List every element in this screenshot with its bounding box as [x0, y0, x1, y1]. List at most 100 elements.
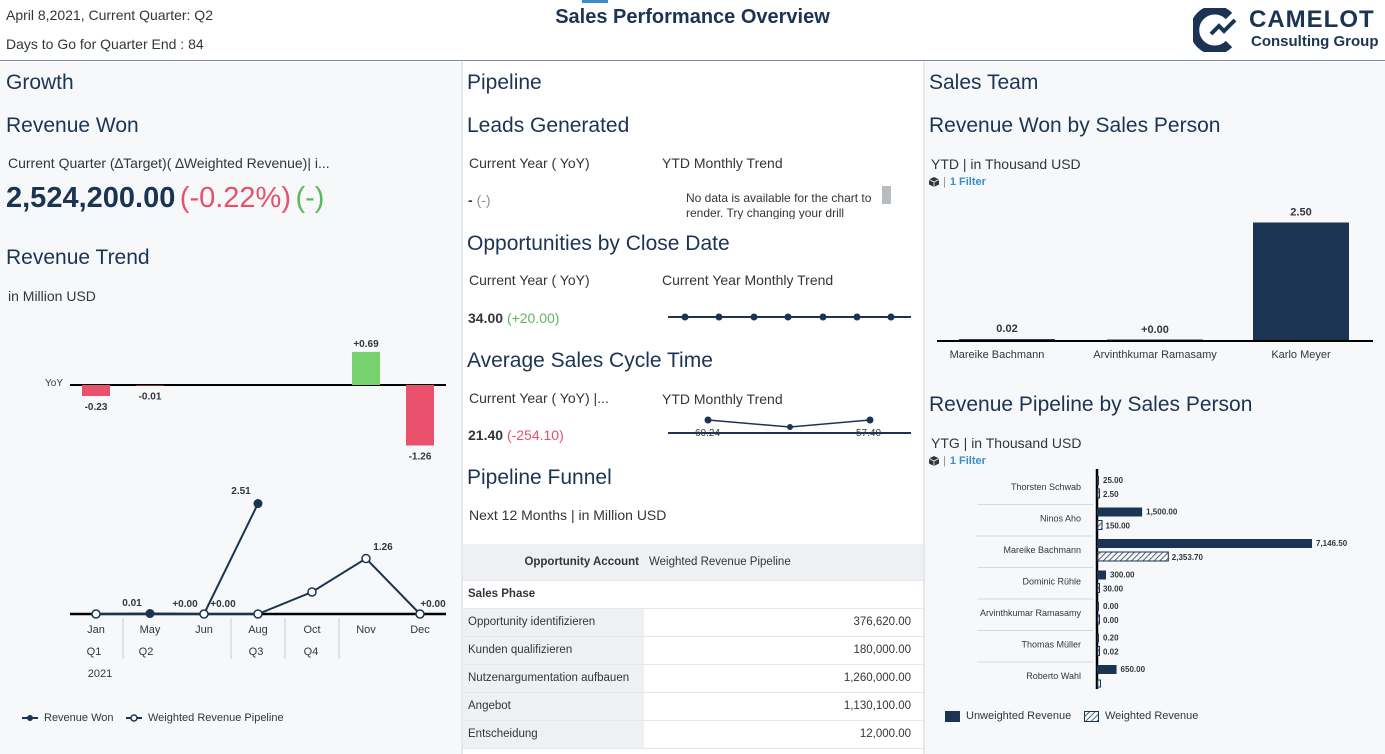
leads-kpi[interactable]: - (-) [468, 192, 491, 208]
logo-text-consulting: Consulting Group [1251, 33, 1379, 50]
unweighted-data-label: 1,500.00 [1146, 508, 1178, 517]
table-row-phase-header: Sales Phase [463, 580, 923, 609]
month-tick-label: Aug [248, 624, 268, 636]
table-cell-value: 180,000.00 [644, 636, 923, 665]
weighted-pipeline-point [361, 553, 371, 564]
won-data-label: 2.50 [1290, 207, 1311, 219]
days-to-go-text: Days to Go for Quarter End : 84 [6, 36, 204, 52]
camelot-logo-icon [1193, 8, 1237, 52]
revenue-trend-title[interactable]: Revenue Trend [6, 246, 150, 269]
month-tick-label: Oct [303, 624, 320, 636]
table-cell-value: 1,260,000.00 [644, 664, 923, 693]
legend-unweighted-revenue[interactable]: Unweighted Revenue [945, 710, 1071, 722]
pipeline-category-label: Thomas Müller [1021, 640, 1081, 650]
unweighted-bar [1097, 665, 1117, 674]
pipeline-category-label: Mareike Bachmann [1003, 545, 1081, 555]
pipeline-filter-indicator[interactable]: | 1 Filter [929, 455, 986, 467]
sales-cycle-sparkline[interactable]: 60.24 57.40 [668, 412, 913, 442]
unweighted-data-label: 25.00 [1103, 476, 1124, 485]
table-cell [644, 580, 923, 609]
quarter-tick-label: Q1 [87, 646, 102, 658]
leads-col-a: Current Year ( YoY) [469, 155, 590, 171]
yoy-data-label: -0.23 [85, 402, 108, 413]
opportunities-value: 34.00 [468, 310, 504, 326]
won-filter-indicator[interactable]: | 1 Filter [929, 176, 986, 188]
revenue-won-title[interactable]: Revenue Won [6, 114, 139, 137]
opportunities-kpi[interactable]: 34.00 (+20.00) [468, 310, 559, 326]
table-cell-value: 1,130,100.00 [644, 692, 923, 721]
yoy-axis-label: YoY [45, 378, 63, 389]
weighted-data-label: 0.00 [1103, 616, 1119, 625]
legend-label: Unweighted Revenue [966, 710, 1072, 722]
legend-label: Weighted Revenue [1105, 710, 1199, 722]
pipeline-funnel-table[interactable]: Opportunity Account Weighted Revenue Pip… [463, 544, 923, 749]
sales-cycle-col-b: YTD Monthly Trend [662, 391, 783, 407]
revenue-won-by-person-chart[interactable]: 0.02 Mareike Bachmann +0.00 Arvinthkumar Ra… [925, 197, 1385, 372]
weighted-bar [1097, 646, 1100, 656]
revenue-won-kpi[interactable]: 2,524,200.00 (-0.22%) (-) [6, 182, 324, 215]
yoy-bar [352, 351, 380, 385]
opportunities-sparkline[interactable] [668, 306, 913, 326]
weighted-bar [1097, 583, 1100, 593]
weighted-pipeline-point [415, 609, 425, 619]
revenue-won-line [95, 503, 259, 616]
opportunities-title[interactable]: Opportunities by Close Date [467, 232, 730, 255]
leads-generated-title[interactable]: Leads Generated [467, 114, 630, 137]
table-cell-value: 376,620.00 [644, 608, 923, 637]
pipeline-category-label: Arvinthkumar Ramasamy [980, 608, 1082, 618]
revenue-won-point [253, 499, 263, 509]
pipeline-funnel-title[interactable]: Pipeline Funnel [467, 466, 612, 489]
column-header-account[interactable]: Opportunity Account [463, 544, 644, 581]
growth-column: Growth Revenue Won Current Quarter (∆Tar… [0, 62, 461, 754]
revenue-pipeline-by-person-subtitle: YTG | in Thousand USD [931, 435, 1082, 451]
unweighted-data-label: 300.00 [1110, 571, 1135, 580]
legend-swatch-hatched-icon [1084, 710, 1099, 722]
trend-point-label: +0.00 [172, 599, 198, 610]
table-row[interactable]: Opportunity identifizieren 376,620.00 [463, 608, 923, 637]
legend-revenue-won[interactable]: Revenue Won [22, 712, 114, 724]
leads-message-scrollbar[interactable] [882, 186, 891, 204]
table-row[interactable]: Angebot 1,130,100.00 [463, 692, 923, 721]
revenue-pipeline-by-person-chart[interactable]: Thorsten Schwab 25.00 2.50 Ninos Aho 1,500.0… [925, 467, 1385, 689]
quarter-tick-label: Q4 [304, 646, 319, 658]
sales-cycle-kpi[interactable]: 21.40 (-254.10) [468, 427, 564, 443]
revenue-pipeline-by-person-title[interactable]: Revenue Pipeline by Sales Person [929, 393, 1253, 416]
weighted-bar [1097, 614, 1100, 625]
sales-team-section-title: Sales Team [929, 71, 1039, 94]
month-tick-label: May [140, 624, 161, 636]
yoy-bar [82, 385, 110, 397]
sales-cycle-title[interactable]: Average Sales Cycle Time [467, 349, 713, 372]
revenue-won-subtitle: Current Quarter (∆Target)( ∆Weighted Rev… [8, 155, 330, 171]
weighted-data-label: 2.50 [1103, 490, 1119, 499]
revenue-trend-chart[interactable]: YoY -0.23 -0.01 +0.69 -1.26 0.01 2.51 +0.00 +0.0… [0, 322, 461, 742]
weighted-bar [1097, 520, 1103, 530]
revenue-won-by-person-title[interactable]: Revenue Won by Sales Person [929, 114, 1221, 137]
won-data-label: 0.02 [996, 323, 1017, 335]
table-row[interactable]: Nutzenargumentation aufbauen 1,260,000.0… [463, 664, 923, 693]
pipeline-funnel-subtitle: Next 12 Months | in Million USD [469, 507, 667, 523]
won-filter-link[interactable]: 1 Filter [949, 176, 986, 188]
revenue-won-delta-pct: (-0.22%) [179, 182, 291, 214]
quarter-tick-label: Q2 [139, 646, 154, 658]
won-category-label: Arvinthkumar Ramasamy [1093, 349, 1217, 361]
trend-point-label: +0.00 [420, 599, 446, 610]
logo-text-camelot: CAMELOT [1249, 6, 1375, 33]
sales-team-column: Sales Team Revenue Won by Sales Person Y… [925, 62, 1385, 754]
pipeline-filter-link[interactable]: 1 Filter [949, 455, 986, 467]
legend-weighted-revenue[interactable]: Weighted Revenue [1084, 710, 1198, 722]
filter-cube-icon [929, 177, 939, 187]
weighted-bar [1097, 679, 1101, 688]
header-bar: April 8,2021, Current Quarter: Q2 Days t… [0, 0, 1385, 61]
column-header-weighted[interactable]: Weighted Revenue Pipeline [644, 544, 923, 581]
legend-weighted-pipeline[interactable]: Weighted Revenue Pipeline [126, 712, 284, 724]
legend-label: Revenue Won [44, 712, 114, 724]
legend-line-filled-icon [22, 715, 38, 721]
weighted-pipeline-point [91, 609, 101, 619]
won-bar [1107, 339, 1203, 340]
trend-point-label: 1.26 [373, 542, 393, 553]
table-row[interactable]: Kunden qualifizieren 180,000.00 [463, 636, 923, 665]
table-row[interactable]: Entscheidung 12,000.00 [463, 720, 923, 749]
pipeline-category-label: Dominic Rühle [1022, 577, 1081, 587]
filter-separator: | [943, 176, 946, 188]
leads-no-data-message: No data is available for the chart to re… [686, 191, 872, 219]
